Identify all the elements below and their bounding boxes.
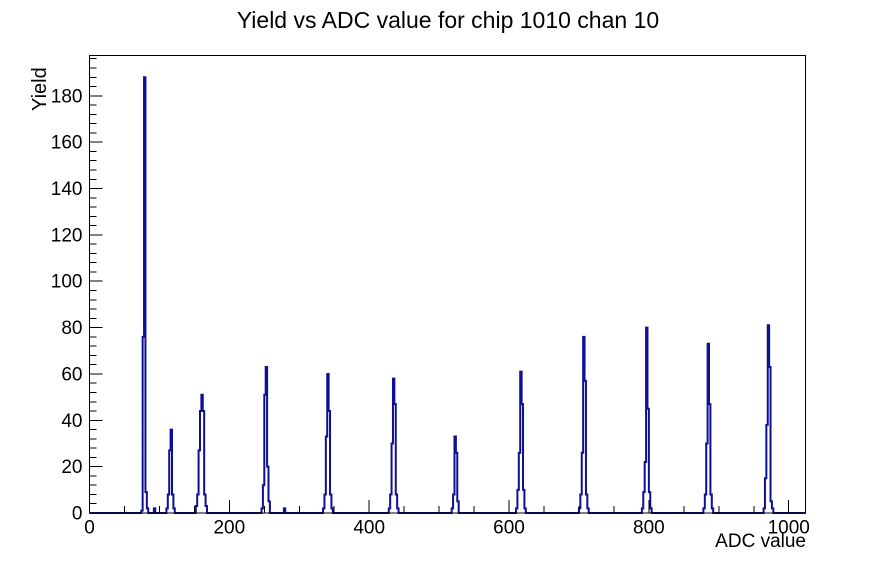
x-tick-label: 1000 (768, 518, 810, 539)
y-tick-label: 160 (51, 133, 83, 154)
y-tick-label: 100 (51, 272, 83, 293)
x-tick-label: 0 (84, 518, 95, 539)
y-tick-label: 120 (51, 225, 83, 246)
x-tick-label: 600 (493, 518, 525, 539)
y-tick-label: 60 (61, 364, 82, 385)
y-tick-label: 180 (51, 86, 83, 107)
x-tick-label: 200 (213, 518, 245, 539)
y-tick-label: 20 (61, 457, 82, 478)
x-tick-label: 800 (633, 518, 665, 539)
histogram-step-line (89, 76, 806, 514)
x-tick-label: 400 (353, 518, 385, 539)
y-tick-label: 140 (51, 179, 83, 200)
y-tick-label: 40 (61, 411, 82, 432)
y-tick-label: 0 (72, 504, 83, 525)
plot-frame (89, 55, 806, 514)
y-tick-label: 80 (61, 318, 82, 339)
x-axis-title: ADC value (715, 531, 806, 552)
chart-title: Yield vs ADC value for chip 1010 chan 10 (236, 7, 660, 33)
